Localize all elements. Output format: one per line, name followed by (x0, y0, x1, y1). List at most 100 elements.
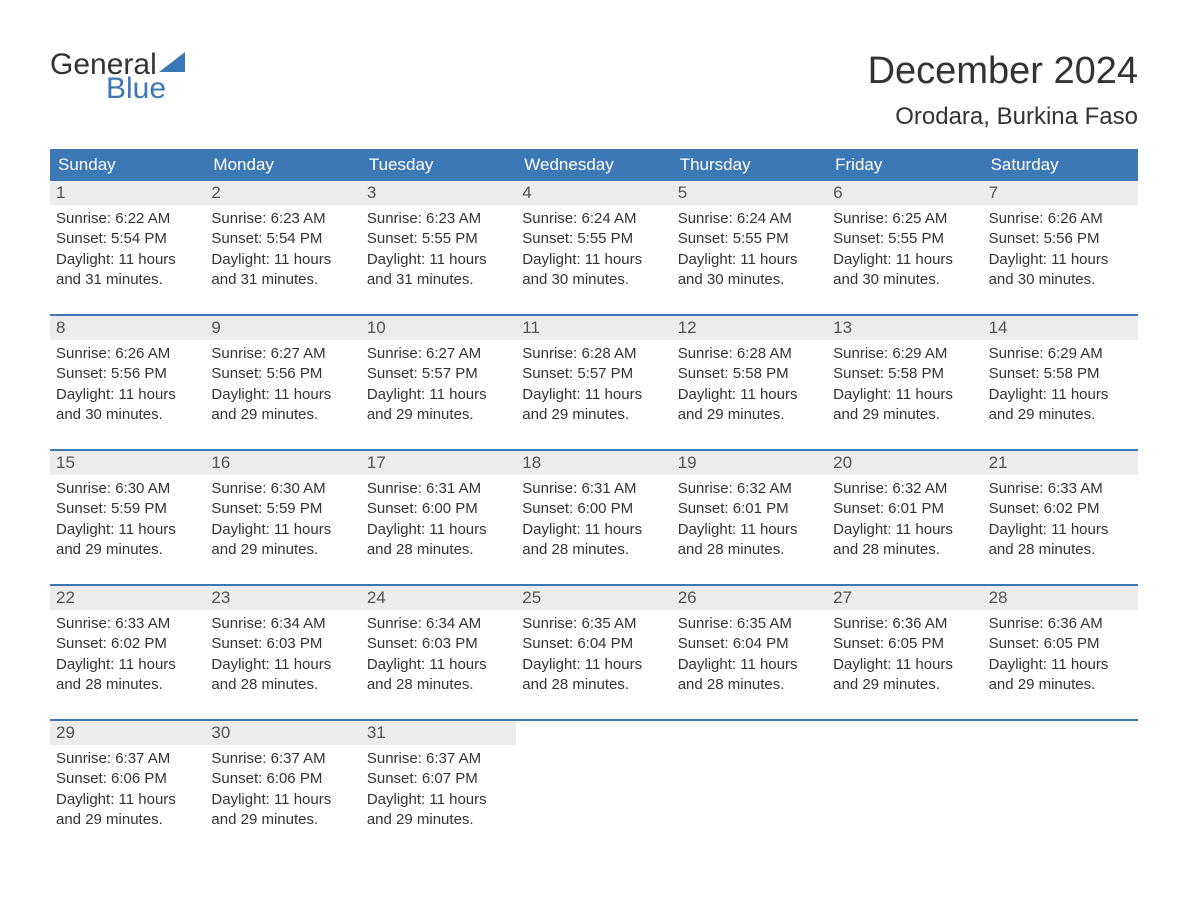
day-cell: 6Sunrise: 6:25 AMSunset: 5:55 PMDaylight… (827, 181, 982, 296)
sunrise: Sunrise: 6:34 AM (211, 614, 354, 634)
daylight-line2: and 30 minutes. (989, 270, 1132, 290)
daylight-line2: and 29 minutes. (989, 675, 1132, 695)
day-body: Sunrise: 6:33 AMSunset: 6:02 PMDaylight:… (50, 610, 205, 701)
daylight-line2: and 29 minutes. (56, 540, 199, 560)
day-cell: 11Sunrise: 6:28 AMSunset: 5:57 PMDayligh… (516, 316, 671, 431)
day-cell: 15Sunrise: 6:30 AMSunset: 5:59 PMDayligh… (50, 451, 205, 566)
day-body: Sunrise: 6:26 AMSunset: 5:56 PMDaylight:… (983, 205, 1138, 296)
day-cell: 5Sunrise: 6:24 AMSunset: 5:55 PMDaylight… (672, 181, 827, 296)
daylight-line1: Daylight: 11 hours (833, 250, 976, 270)
day-body: Sunrise: 6:37 AMSunset: 6:07 PMDaylight:… (361, 745, 516, 836)
sunset: Sunset: 5:54 PM (211, 229, 354, 249)
weekday-friday: Friday (827, 149, 982, 181)
day-body: Sunrise: 6:28 AMSunset: 5:57 PMDaylight:… (516, 340, 671, 431)
day-cell: 14Sunrise: 6:29 AMSunset: 5:58 PMDayligh… (983, 316, 1138, 431)
day-number: 28 (983, 586, 1138, 610)
daylight-line1: Daylight: 11 hours (989, 520, 1132, 540)
sunset: Sunset: 6:06 PM (211, 769, 354, 789)
daylight-line1: Daylight: 11 hours (522, 250, 665, 270)
daylight-line1: Daylight: 11 hours (833, 385, 976, 405)
sunrise: Sunrise: 6:35 AM (678, 614, 821, 634)
daylight-line2: and 28 minutes. (522, 675, 665, 695)
day-number-empty (516, 721, 671, 745)
day-number: 29 (50, 721, 205, 745)
daylight-line2: and 28 minutes. (56, 675, 199, 695)
day-number: 14 (983, 316, 1138, 340)
day-number: 10 (361, 316, 516, 340)
daylight-line1: Daylight: 11 hours (367, 520, 510, 540)
daylight-line1: Daylight: 11 hours (367, 655, 510, 675)
sunset: Sunset: 6:05 PM (833, 634, 976, 654)
day-body: Sunrise: 6:36 AMSunset: 6:05 PMDaylight:… (827, 610, 982, 701)
sunset: Sunset: 5:54 PM (56, 229, 199, 249)
day-cell: 25Sunrise: 6:35 AMSunset: 6:04 PMDayligh… (516, 586, 671, 701)
daylight-line2: and 28 minutes. (678, 675, 821, 695)
day-number: 4 (516, 181, 671, 205)
day-number: 30 (205, 721, 360, 745)
daylight-line2: and 29 minutes. (833, 675, 976, 695)
week-row: 15Sunrise: 6:30 AMSunset: 5:59 PMDayligh… (50, 449, 1138, 566)
sunset: Sunset: 6:04 PM (522, 634, 665, 654)
week-row: 29Sunrise: 6:37 AMSunset: 6:06 PMDayligh… (50, 719, 1138, 836)
day-number-empty (827, 721, 982, 745)
day-cell: 27Sunrise: 6:36 AMSunset: 6:05 PMDayligh… (827, 586, 982, 701)
daylight-line2: and 28 minutes. (678, 540, 821, 560)
sunrise: Sunrise: 6:25 AM (833, 209, 976, 229)
sunset: Sunset: 6:00 PM (367, 499, 510, 519)
daylight-line2: and 28 minutes. (211, 675, 354, 695)
sunrise: Sunrise: 6:34 AM (367, 614, 510, 634)
day-body: Sunrise: 6:23 AMSunset: 5:54 PMDaylight:… (205, 205, 360, 296)
sunset: Sunset: 6:05 PM (989, 634, 1132, 654)
empty-cell (983, 721, 1138, 836)
daylight-line1: Daylight: 11 hours (367, 790, 510, 810)
day-cell: 2Sunrise: 6:23 AMSunset: 5:54 PMDaylight… (205, 181, 360, 296)
daylight-line2: and 31 minutes. (367, 270, 510, 290)
day-number: 7 (983, 181, 1138, 205)
sunrise: Sunrise: 6:26 AM (989, 209, 1132, 229)
weekday-monday: Monday (205, 149, 360, 181)
sunset: Sunset: 5:58 PM (678, 364, 821, 384)
day-body: Sunrise: 6:36 AMSunset: 6:05 PMDaylight:… (983, 610, 1138, 701)
day-number: 1 (50, 181, 205, 205)
day-body: Sunrise: 6:27 AMSunset: 5:56 PMDaylight:… (205, 340, 360, 431)
day-body: Sunrise: 6:37 AMSunset: 6:06 PMDaylight:… (50, 745, 205, 836)
day-number: 31 (361, 721, 516, 745)
daylight-line2: and 29 minutes. (211, 405, 354, 425)
day-body: Sunrise: 6:35 AMSunset: 6:04 PMDaylight:… (672, 610, 827, 701)
day-body: Sunrise: 6:27 AMSunset: 5:57 PMDaylight:… (361, 340, 516, 431)
day-body: Sunrise: 6:29 AMSunset: 5:58 PMDaylight:… (827, 340, 982, 431)
day-number: 5 (672, 181, 827, 205)
sunset: Sunset: 6:06 PM (56, 769, 199, 789)
daylight-line2: and 29 minutes. (678, 405, 821, 425)
daylight-line1: Daylight: 11 hours (56, 385, 199, 405)
sunrise: Sunrise: 6:31 AM (367, 479, 510, 499)
day-cell: 10Sunrise: 6:27 AMSunset: 5:57 PMDayligh… (361, 316, 516, 431)
daylight-line2: and 31 minutes. (211, 270, 354, 290)
day-body: Sunrise: 6:31 AMSunset: 6:00 PMDaylight:… (516, 475, 671, 566)
sunrise: Sunrise: 6:33 AM (56, 614, 199, 634)
daylight-line1: Daylight: 11 hours (989, 385, 1132, 405)
day-cell: 12Sunrise: 6:28 AMSunset: 5:58 PMDayligh… (672, 316, 827, 431)
daylight-line2: and 28 minutes. (367, 540, 510, 560)
day-cell: 20Sunrise: 6:32 AMSunset: 6:01 PMDayligh… (827, 451, 982, 566)
day-number: 23 (205, 586, 360, 610)
daylight-line1: Daylight: 11 hours (833, 520, 976, 540)
sunset: Sunset: 5:56 PM (989, 229, 1132, 249)
daylight-line2: and 29 minutes. (56, 810, 199, 830)
day-cell: 22Sunrise: 6:33 AMSunset: 6:02 PMDayligh… (50, 586, 205, 701)
daylight-line1: Daylight: 11 hours (56, 655, 199, 675)
month-title: December 2024 (868, 50, 1138, 93)
sunset: Sunset: 6:03 PM (211, 634, 354, 654)
day-number: 2 (205, 181, 360, 205)
day-body: Sunrise: 6:25 AMSunset: 5:55 PMDaylight:… (827, 205, 982, 296)
day-cell: 26Sunrise: 6:35 AMSunset: 6:04 PMDayligh… (672, 586, 827, 701)
daylight-line1: Daylight: 11 hours (211, 520, 354, 540)
daylight-line2: and 30 minutes. (833, 270, 976, 290)
sunset: Sunset: 5:59 PM (211, 499, 354, 519)
daylight-line2: and 29 minutes. (989, 405, 1132, 425)
daylight-line1: Daylight: 11 hours (678, 520, 821, 540)
sunrise: Sunrise: 6:36 AM (833, 614, 976, 634)
sunrise: Sunrise: 6:37 AM (56, 749, 199, 769)
day-cell: 29Sunrise: 6:37 AMSunset: 6:06 PMDayligh… (50, 721, 205, 836)
sunrise: Sunrise: 6:28 AM (522, 344, 665, 364)
